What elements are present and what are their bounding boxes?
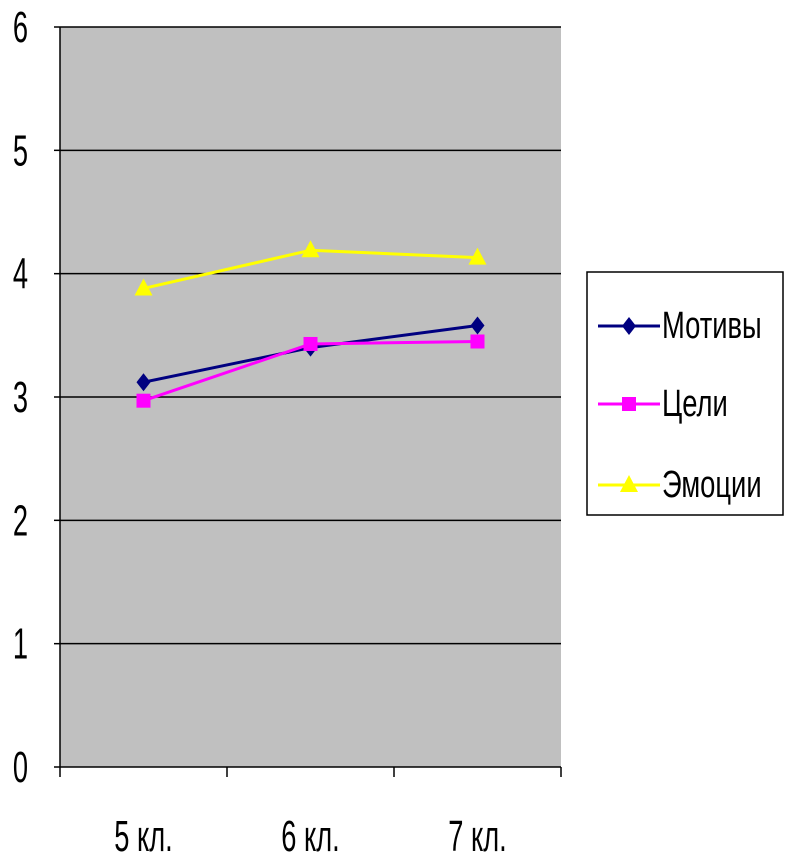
marker-square [303,336,318,351]
marker-triangle [301,240,320,258]
y-tick-label: 0 [13,742,28,791]
x-tick-label: 5 кл. [114,811,172,860]
data-series [134,240,487,408]
legend-item: Эмоции [598,464,762,506]
marker-diamond [136,373,151,392]
y-axis-tick-labels: 0 1 2 3 4 5 6 [13,2,28,791]
legend-label: Цели [662,383,728,425]
marker-square [622,397,636,411]
legend-label: Эмоции [662,464,762,506]
series-3 [134,240,487,296]
x-tick-label: 6 кл. [281,811,339,860]
legend-item: Мотивы [598,305,762,347]
marker-diamond [622,317,636,335]
marker-square [470,334,485,349]
axes [54,26,562,777]
marker-square [136,393,151,408]
series-2 [136,334,485,408]
y-tick-label: 5 [13,126,28,175]
marker-diamond [470,316,485,335]
y-tick-label: 1 [13,619,28,668]
x-axis-tick-labels: 5 кл. 6 кл. 7 кл. [114,811,506,860]
marker-triangle [134,278,153,296]
marker-triangle [620,475,638,492]
y-tick-label: 2 [13,496,28,545]
legend: Мотивы Цели Эмоции [586,271,784,516]
legend-label: Мотивы [662,305,762,347]
y-tick-label: 3 [13,372,28,421]
marker-triangle [468,247,487,265]
y-tick-label: 6 [13,2,28,51]
y-tick-label: 4 [13,249,28,298]
legend-box [586,271,784,516]
legend-item: Цели [598,383,728,425]
x-tick-label: 7 кл. [448,811,506,860]
